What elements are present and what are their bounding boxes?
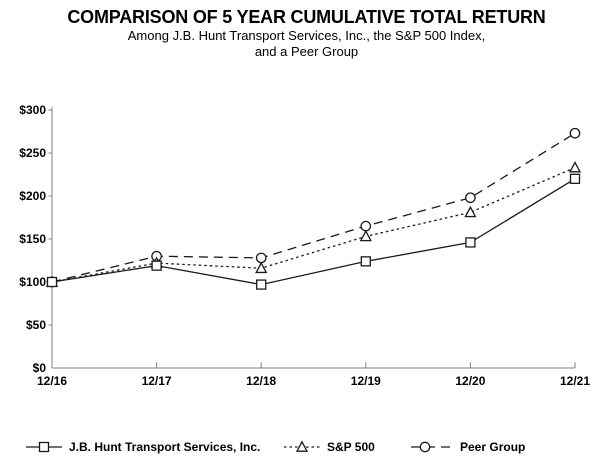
svg-text:$250: $250 (19, 146, 46, 160)
chart-title: COMPARISON OF 5 YEAR CUMULATIVE TOTAL RE… (67, 7, 546, 27)
svg-text:$200: $200 (19, 189, 46, 203)
chart-subtitle-line2: and a Peer Group (254, 44, 359, 59)
chart-subtitle-line1: Among J.B. Hunt Transport Services, Inc.… (127, 28, 486, 43)
svg-text:12/21: 12/21 (560, 374, 590, 388)
svg-text:$300: $300 (19, 103, 46, 117)
legend-item-jbhunt: J.B. Hunt Transport Services, Inc. (25, 436, 260, 458)
svg-text:12/17: 12/17 (142, 374, 172, 388)
svg-text:12/18: 12/18 (246, 374, 276, 388)
svg-text:12/16: 12/16 (37, 374, 67, 388)
legend-label-jbhunt: J.B. Hunt Transport Services, Inc. (69, 440, 261, 454)
legend-label-peer-group: Peer Group (460, 440, 526, 454)
chart-legend: J.B. Hunt Transport Services, Inc. S&P 5… (0, 436, 613, 460)
svg-text:$150: $150 (19, 232, 46, 246)
solid-line-square-marker-icon (26, 441, 62, 453)
svg-text:12/20: 12/20 (455, 374, 485, 388)
dotted-line-triangle-marker-icon (284, 440, 320, 452)
dashed-line-circle-marker-icon (411, 441, 453, 453)
svg-text:$0: $0 (33, 361, 47, 375)
svg-text:$50: $50 (26, 318, 46, 332)
legend-item-sp500: S&P 500 (283, 436, 375, 458)
svg-text:$100: $100 (19, 275, 46, 289)
legend-label-sp500: S&P 500 (327, 440, 375, 454)
legend-item-peer-group: Peer Group (410, 436, 525, 458)
svg-text:12/19: 12/19 (351, 374, 381, 388)
